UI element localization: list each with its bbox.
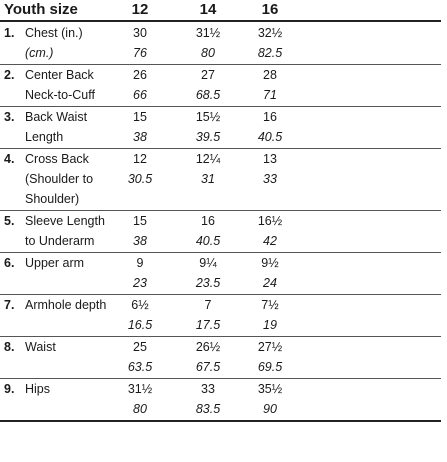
value-in: 15 [133, 214, 147, 228]
value-in: 15 [133, 110, 147, 124]
value-cm: 39.5 [195, 130, 221, 144]
value-cm: 30.5 [127, 172, 153, 186]
value-in: 13 [263, 152, 277, 166]
value-cm: 63.5 [127, 360, 153, 374]
row-label: to Underarm [25, 234, 95, 248]
value-in: 26 [133, 68, 147, 82]
value-cm: 68.5 [195, 88, 221, 102]
value-cm: 82.5 [257, 46, 283, 60]
value-in: 25 [133, 340, 147, 354]
value-in: 26½ [195, 340, 221, 354]
value-in: 9½ [261, 256, 279, 270]
value-in: 7½ [261, 298, 279, 312]
value-in: 12 [133, 152, 147, 166]
header-size: 14 [199, 1, 217, 18]
value-in: 33 [201, 382, 215, 396]
row-label: Chest (in.) [25, 26, 83, 40]
value-cm: 71 [263, 88, 277, 102]
row-label: Cross Back [25, 152, 89, 166]
row-label: Hips [25, 382, 51, 396]
value-in: 7 [204, 298, 212, 312]
header-size: 16 [261, 1, 279, 18]
value-in: 16½ [257, 214, 283, 228]
value-in: 31½ [195, 26, 221, 40]
value-cm: 24 [263, 276, 277, 290]
value-cm: 83.5 [195, 402, 221, 416]
value-cm: 40.5 [195, 234, 221, 248]
value-in: 27½ [257, 340, 283, 354]
row-rule [0, 294, 441, 295]
value-cm: 42 [263, 234, 277, 248]
value-in: 15½ [195, 110, 221, 124]
row-number: 7. [4, 298, 15, 312]
value-in: 16 [263, 110, 277, 124]
value-cm: 31 [201, 172, 215, 186]
value-in: 12¼ [195, 152, 221, 166]
row-number: 3. [4, 110, 15, 124]
row-label: Shoulder) [25, 192, 80, 206]
row-number: 1. [4, 26, 15, 40]
row-rule [0, 148, 441, 149]
value-in: 31½ [127, 382, 153, 396]
header-rule [0, 20, 441, 22]
row-label: (cm.) [25, 46, 54, 60]
value-in: 9 [136, 256, 144, 270]
row-label: (Shoulder to [25, 172, 94, 186]
value-cm: 16.5 [127, 318, 153, 332]
row-rule [0, 336, 441, 337]
header-size: 12 [131, 1, 149, 18]
value-cm: 23.5 [195, 276, 221, 290]
value-cm: 19 [263, 318, 277, 332]
value-in: 32½ [257, 26, 283, 40]
row-number: 6. [4, 256, 15, 270]
value-in: 35½ [257, 382, 283, 396]
value-cm: 38 [133, 234, 147, 248]
value-cm: 69.5 [257, 360, 283, 374]
row-rule [0, 64, 441, 65]
row-rule [0, 106, 441, 107]
value-cm: 66 [133, 88, 147, 102]
value-cm: 33 [263, 172, 277, 186]
row-number: 4. [4, 152, 15, 166]
value-cm: 90 [263, 402, 277, 416]
value-in: 16 [201, 214, 215, 228]
value-in: 30 [133, 26, 147, 40]
row-rule [0, 210, 441, 211]
value-cm: 80 [133, 402, 147, 416]
row-rule [0, 420, 441, 422]
row-label: Waist [25, 340, 56, 354]
row-number: 2. [4, 68, 15, 82]
row-label: Upper arm [25, 256, 85, 270]
row-rule [0, 378, 441, 379]
value-cm: 40.5 [257, 130, 283, 144]
value-cm: 17.5 [195, 318, 221, 332]
value-cm: 67.5 [195, 360, 221, 374]
row-label: Armhole depth [25, 298, 107, 312]
row-rule [0, 252, 441, 253]
row-label: Center Back [25, 68, 94, 82]
row-number: 8. [4, 340, 15, 354]
row-label: Back Waist [25, 110, 88, 124]
value-in: 9¼ [199, 256, 217, 270]
row-number: 5. [4, 214, 15, 228]
row-label: Length [25, 130, 64, 144]
value-cm: 76 [133, 46, 147, 60]
row-label: Sleeve Length [25, 214, 105, 228]
header-title: Youth size [4, 1, 78, 18]
value-in: 6½ [131, 298, 149, 312]
row-label: Neck-to-Cuff [25, 88, 95, 102]
value-in: 28 [263, 68, 277, 82]
value-in: 27 [201, 68, 215, 82]
value-cm: 80 [201, 46, 215, 60]
row-number: 9. [4, 382, 15, 396]
value-cm: 23 [133, 276, 147, 290]
value-cm: 38 [133, 130, 147, 144]
